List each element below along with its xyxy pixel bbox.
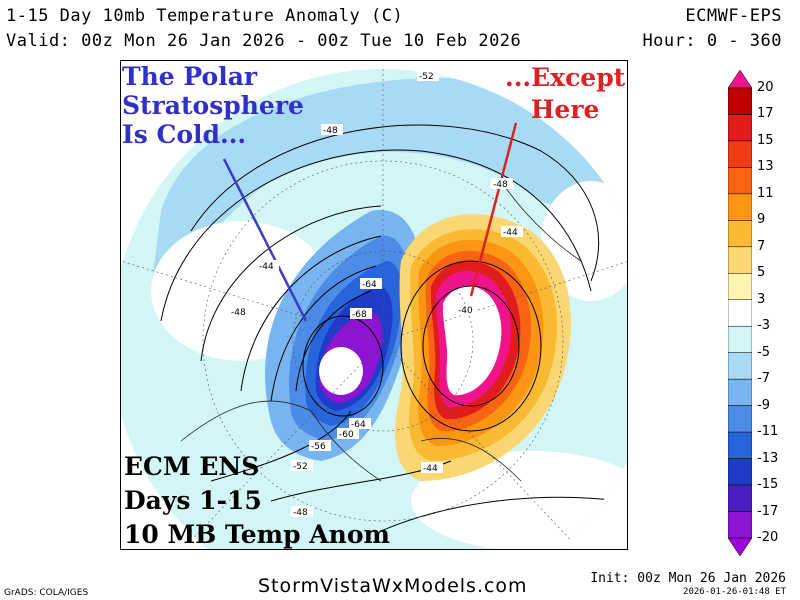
contour-label: -48	[323, 126, 338, 136]
contour-label: -64	[351, 420, 366, 430]
colorbar-segment	[728, 273, 752, 301]
generated-timestamp: 2026-01-26-01:48 ET	[683, 587, 786, 597]
colorbar-tick-label: 13	[757, 159, 774, 175]
contour-label: -48	[231, 308, 246, 318]
map-graphic: -52-48-48-44-48-64-68-44-40-64-60-56-52-…	[121, 69, 627, 549]
annotation-polar-cold: The Polar Stratosphere Is Cold...	[122, 62, 304, 149]
contour-label: -48	[293, 508, 308, 518]
colorbar-segment	[728, 114, 752, 142]
colorbar-segment	[728, 167, 752, 195]
annotation-line: ...Except	[505, 63, 626, 92]
colorbar-segment	[728, 378, 752, 406]
colorbar-segment	[728, 87, 752, 115]
contour-label-background	[501, 226, 523, 237]
contour-label-background	[337, 428, 359, 439]
contour-label-background	[417, 70, 439, 81]
contour-label: -44	[423, 464, 438, 474]
colorbar-tick-label: 17	[757, 106, 774, 122]
colorbar-tick-label: -11	[757, 424, 779, 440]
colorbar-tick-label: -15	[757, 477, 779, 493]
annotation-line: ECM ENS	[124, 452, 260, 481]
colorbar-segment	[728, 140, 752, 168]
annotation-line: The Polar	[122, 62, 258, 91]
cold-pointer-line	[222, 158, 308, 322]
colorbar-segment	[728, 220, 752, 248]
contour-label-background	[257, 260, 279, 271]
colorbar-segment	[728, 352, 752, 380]
colorbar-segment	[728, 405, 752, 433]
forecast-hours: Hour: 0 - 360	[642, 31, 782, 51]
contour-label: -52	[293, 462, 308, 472]
contour-label-background	[349, 418, 371, 429]
valid-period: Valid: 00z Mon 26 Jan 2026 - 00z Tue 10 …	[6, 31, 522, 51]
colorbar-tick-label: -20	[757, 530, 779, 545]
colorbar-tick-label: 3	[757, 291, 766, 307]
annotation-ecm-ens: ECM ENS Days 1-15 10 MB Temp Anom	[124, 450, 390, 552]
contour-label-background	[291, 506, 313, 517]
init-time: Init: 00z Mon 26 Jan 2026	[590, 571, 786, 586]
contour-label: -56	[311, 442, 326, 452]
colorbar-tick-label: 20	[757, 80, 774, 95]
annotation-line: Days 1-15	[124, 486, 262, 515]
website-credit: StormVistaWxModels.com	[258, 575, 528, 597]
contour-labels: -52-48-48-44-48-64-68-44-40-64-60-56-52-…	[229, 70, 523, 518]
colorbar-segment	[728, 193, 752, 221]
colorbar-tick-label: 5	[757, 265, 766, 281]
contour-label: -52	[419, 72, 434, 82]
colorbar-segment	[728, 511, 752, 539]
contour-label-background	[360, 278, 382, 289]
colorbar-segment	[728, 537, 752, 556]
colorbar-tick-label: -7	[757, 371, 770, 387]
contour-label: -40	[458, 306, 473, 316]
colorbar-segment	[728, 299, 752, 327]
annotation-line: Is Cold...	[122, 120, 247, 149]
contour-label-background	[229, 306, 251, 317]
contour-label-background	[456, 304, 478, 315]
annotation-line: 10 MB Temp Anom	[124, 520, 390, 549]
contour-label: -64	[362, 280, 377, 290]
colorbar-segment	[728, 246, 752, 274]
contour-label-background	[309, 440, 331, 451]
warm-pointer-line	[469, 122, 518, 297]
model-name: ECMWF-EPS	[685, 6, 782, 26]
annotation-line: Here	[530, 95, 600, 124]
colorbar-tick-label: -5	[757, 344, 770, 360]
contour-label-background	[291, 460, 313, 471]
contour-label: -60	[339, 430, 354, 440]
contour-label: -44	[259, 262, 274, 272]
contour-label: -48	[493, 180, 508, 190]
annotation-except-here: ...Except Here	[505, 62, 625, 126]
colorbar-tick-label: 9	[757, 212, 766, 228]
grads-credit: GrADS: COLA/IGES	[4, 588, 89, 598]
colorbar-tick-label: -9	[757, 397, 770, 413]
colorbar-tick-label: -3	[757, 318, 770, 334]
contour-label-background	[421, 462, 443, 473]
contour-label-background	[321, 124, 343, 135]
polar-stereographic-map: -52 -48 -48 -44 -48 -64 -68 -44 -40 -64 -60 -56 -52-…	[120, 60, 628, 550]
colorbar-segment	[728, 70, 752, 89]
contour-label-background	[350, 308, 372, 319]
colorbar-segment	[728, 325, 752, 353]
colorbar-tick-label: -17	[757, 503, 779, 519]
colorbar-tick-label: -13	[757, 450, 779, 466]
map-title: 1-15 Day 10mb Temperature Anomaly (C)	[6, 6, 404, 26]
contour-label-background	[491, 178, 513, 189]
colorbar	[728, 70, 752, 556]
colorbar-tick-label: 11	[757, 185, 774, 201]
contour-label: -44	[503, 228, 518, 238]
colorbar-segment	[728, 458, 752, 486]
colorbar-segment	[728, 431, 752, 459]
contour-label: -68	[352, 310, 367, 320]
colorbar-tick-label: 7	[757, 238, 766, 254]
annotation-line: Stratosphere	[122, 91, 304, 120]
colorbar-segment	[728, 484, 752, 512]
colorbar-tick-label: 15	[757, 132, 774, 148]
